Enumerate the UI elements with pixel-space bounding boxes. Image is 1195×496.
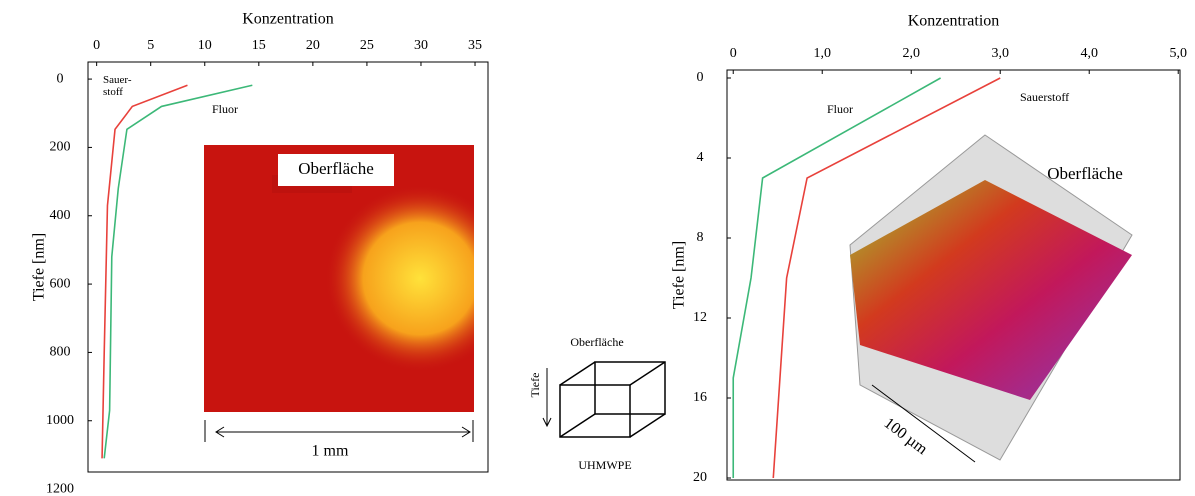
series-label: Fluor xyxy=(827,102,853,116)
x-tick-label: 3,0 xyxy=(991,46,1009,61)
y-tick-label: 20 xyxy=(693,470,707,485)
inset-label: Oberfläche xyxy=(1047,164,1123,183)
x-tick-label: 0 xyxy=(730,46,737,61)
x-axis-title: Konzentration xyxy=(908,13,1000,30)
y-tick-label: 0 xyxy=(57,71,64,86)
x-tick-label: 2,0 xyxy=(902,46,920,61)
page: Oberfläche Tiefe UHMWPE Konzentration Tie… xyxy=(0,0,1195,496)
y-tick-label: 8 xyxy=(697,230,704,245)
x-tick-label: 0 xyxy=(93,38,100,53)
y-tick-label: 0 xyxy=(697,70,704,85)
x-axis-title: Konzentration xyxy=(242,11,334,28)
series-label: Sauerstoff xyxy=(1020,90,1069,104)
x-tick-label: 5,0 xyxy=(1169,46,1187,61)
scale-label: 100 µm xyxy=(881,415,931,459)
y-tick-label: 1200 xyxy=(46,481,74,496)
y-tick-label: 400 xyxy=(50,208,71,223)
x-tick-label: 4,0 xyxy=(1080,46,1098,61)
x-tick-label: 1,0 xyxy=(813,46,831,61)
y-tick-label: 600 xyxy=(50,276,71,291)
y-tick-label: 16 xyxy=(693,390,707,405)
y-axis-title: Tiefe [nm] xyxy=(671,241,688,309)
y-tick-label: 200 xyxy=(50,140,71,155)
x-tick-label: 20 xyxy=(306,38,320,53)
y-axis-title: Tiefe [nm] xyxy=(31,233,48,301)
cube-top-label: Oberfläche xyxy=(570,335,623,349)
x-tick-label: 25 xyxy=(360,38,374,53)
y-tick-label: 4 xyxy=(697,150,704,165)
data-line xyxy=(102,85,187,458)
x-tick-label: 10 xyxy=(198,38,212,53)
cube xyxy=(560,362,665,437)
series-label: Fluor xyxy=(212,102,238,116)
y-tick-label: 1000 xyxy=(46,413,74,428)
scale-label: 1 mm xyxy=(312,443,349,460)
cube-bottom-label: UHMWPE xyxy=(578,458,631,472)
series-label: Sauer-stoff xyxy=(103,74,137,98)
x-tick-label: 15 xyxy=(252,38,266,53)
y-tick-label: 12 xyxy=(693,310,707,325)
inset-label: Oberfläche xyxy=(298,159,374,178)
chart: Oberfläche Tiefe UHMWPE Konzentration Tie… xyxy=(0,0,1195,496)
x-tick-label: 30 xyxy=(414,38,428,53)
x-tick-label: 5 xyxy=(147,38,154,53)
y-tick-label: 800 xyxy=(50,345,71,360)
cube-side-label: Tiefe xyxy=(528,373,542,398)
x-tick-label: 35 xyxy=(468,38,482,53)
